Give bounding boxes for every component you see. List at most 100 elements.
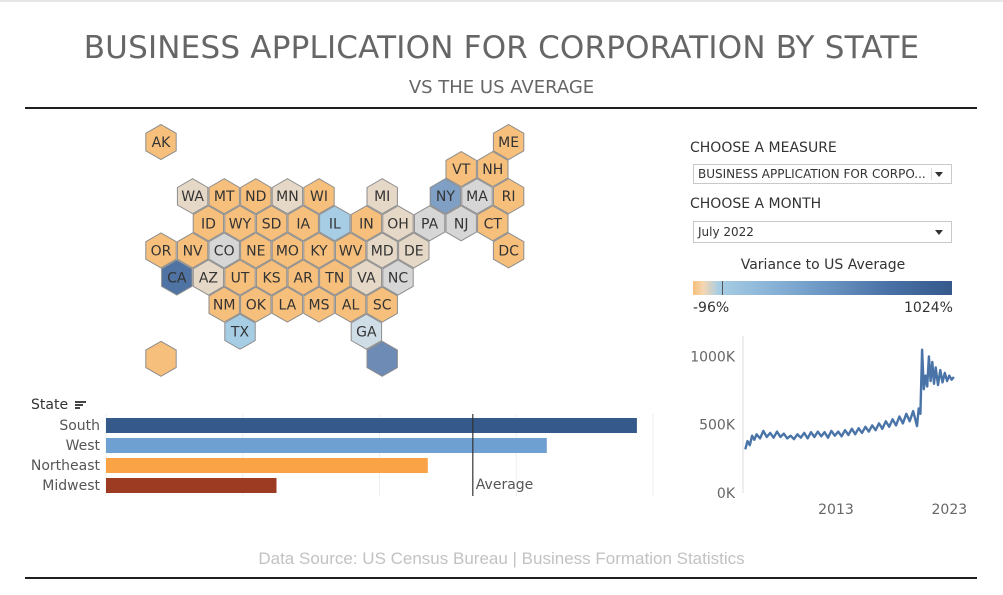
hex-dc[interactable] <box>492 232 525 269</box>
hex-oh[interactable] <box>382 205 414 242</box>
bar-midwest[interactable] <box>106 478 277 493</box>
hex-label-ct: CT <box>484 216 503 232</box>
bar-category-label: South <box>59 418 100 434</box>
hex-nh[interactable] <box>477 151 509 188</box>
hex-wv[interactable] <box>334 232 367 269</box>
hex-ok[interactable] <box>240 286 272 323</box>
hex-label-nj: NJ <box>454 216 469 232</box>
trend-line <box>744 348 955 450</box>
hex-label-id: ID <box>201 216 216 232</box>
dropdown-separator <box>931 168 932 180</box>
hex-wy[interactable] <box>224 205 256 242</box>
hex-label-ma: MA <box>466 189 488 205</box>
hex-sd[interactable] <box>255 205 288 242</box>
hex-label-ok: OK <box>246 298 267 314</box>
hex-label-va: VA <box>357 271 376 287</box>
hex-md[interactable] <box>366 232 398 269</box>
hex-tx[interactable] <box>224 313 256 350</box>
hex-label-ne: NE <box>246 243 265 259</box>
hex-nv[interactable] <box>176 232 209 269</box>
hex-ia[interactable] <box>287 205 319 242</box>
sort-icon[interactable] <box>74 400 86 410</box>
hex-or[interactable] <box>145 232 177 269</box>
hex-ct[interactable] <box>477 205 509 242</box>
hex-label-dc: DC <box>498 243 519 259</box>
hex-label-wi: WI <box>310 189 328 205</box>
month-dropdown-value: July 2022 <box>698 225 754 239</box>
bar-chart-axis-title: State <box>31 397 69 413</box>
hex-nj[interactable] <box>445 205 477 242</box>
hex-ri[interactable] <box>492 178 525 215</box>
hex-label-de: DE <box>404 243 424 259</box>
region-bar-chart: South West Northeast Midwest Average <box>31 414 654 496</box>
y-tick-label: 500K <box>699 418 736 434</box>
hex-ar[interactable] <box>287 259 319 296</box>
hex-label-mi: MI <box>374 189 390 205</box>
hex-label-tn: TN <box>324 271 344 287</box>
hex-label-ak: AK <box>152 135 172 151</box>
hex-label-ri: RI <box>502 189 516 205</box>
hex-ca[interactable] <box>161 259 193 296</box>
chevron-down-icon <box>935 230 943 235</box>
hex-ky[interactable] <box>303 232 335 269</box>
hex-ny[interactable] <box>429 178 462 215</box>
hex-label-ky: KY <box>310 243 328 259</box>
hex-vt[interactable] <box>445 151 477 188</box>
hex-ak[interactable] <box>145 123 177 161</box>
bar-south[interactable] <box>106 418 637 433</box>
hex-label-sd: SD <box>262 216 282 232</box>
hex-label-ut: UT <box>231 271 250 287</box>
footer-divider <box>25 577 977 579</box>
hex-ma[interactable] <box>461 178 493 215</box>
bar-chart-header[interactable]: State <box>31 397 86 413</box>
hex-label-md: MD <box>371 243 394 259</box>
hex-de[interactable] <box>398 232 430 269</box>
measure-dropdown[interactable]: BUSINESS APPLICATION FOR CORPO... <box>693 164 952 184</box>
hex-tn[interactable] <box>319 259 351 296</box>
hex-label-ga: GA <box>356 325 377 341</box>
hex-unlabeled[interactable] <box>366 340 398 377</box>
hex-nm[interactable] <box>208 286 240 323</box>
bar-northeast[interactable] <box>106 458 428 473</box>
hex-ms[interactable] <box>303 286 335 323</box>
hex-al[interactable] <box>334 286 367 323</box>
hex-mo[interactable] <box>271 232 304 269</box>
y-tick-label: 0K <box>717 486 736 502</box>
hex-mn[interactable] <box>271 178 304 215</box>
hex-nc[interactable] <box>382 259 414 296</box>
hex-nd[interactable] <box>240 178 272 215</box>
y-tick-label: 1000K <box>690 349 736 365</box>
x-tick-label: 2023 <box>932 502 968 518</box>
hex-unlabeled[interactable] <box>145 340 177 377</box>
hex-label-ca: CA <box>167 271 187 287</box>
hex-ks[interactable] <box>255 259 288 296</box>
hex-az[interactable] <box>192 259 225 296</box>
hex-label-nv: NV <box>183 243 203 259</box>
hex-la[interactable] <box>271 286 304 323</box>
hex-in[interactable] <box>350 205 383 242</box>
hex-sc[interactable] <box>366 286 398 323</box>
month-dropdown[interactable]: July 2022 <box>693 221 952 243</box>
bar-west[interactable] <box>106 438 547 453</box>
hex-id[interactable] <box>192 205 225 242</box>
hex-ut[interactable] <box>224 259 256 296</box>
hex-wi[interactable] <box>303 178 335 215</box>
hex-il[interactable] <box>319 205 351 242</box>
hex-ga[interactable] <box>350 313 383 350</box>
bar-category-label: Midwest <box>42 478 100 494</box>
hex-co[interactable] <box>208 232 240 269</box>
hex-pa[interactable] <box>413 205 446 242</box>
hex-mt[interactable] <box>208 178 240 215</box>
hex-me[interactable] <box>492 123 525 161</box>
page-subtitle: VS THE US AVERAGE <box>408 77 595 98</box>
hex-label-or: OR <box>151 243 172 259</box>
hex-mi[interactable] <box>366 178 398 215</box>
hex-label-me: ME <box>498 135 519 151</box>
chevron-down-icon <box>935 172 943 177</box>
hex-ne[interactable] <box>240 232 272 269</box>
hex-wa[interactable] <box>176 178 209 215</box>
hex-label-pa: PA <box>421 216 439 232</box>
hex-label-az: AZ <box>199 271 218 287</box>
hex-label-oh: OH <box>387 216 409 232</box>
hex-va[interactable] <box>350 259 383 296</box>
